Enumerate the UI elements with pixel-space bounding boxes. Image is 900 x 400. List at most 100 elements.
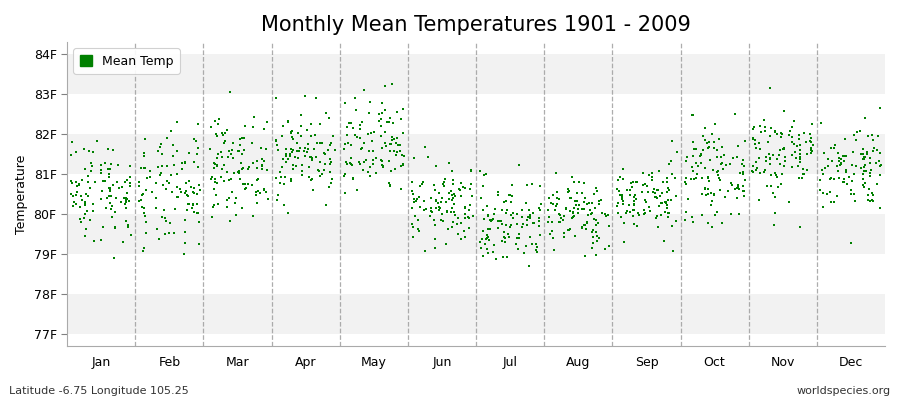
Point	[601, 222, 616, 229]
Point	[857, 168, 871, 174]
Point	[473, 168, 488, 174]
Point	[283, 153, 297, 159]
Point	[224, 151, 238, 157]
Point	[340, 132, 355, 138]
Point	[464, 192, 479, 199]
Point	[160, 135, 175, 141]
Point	[518, 250, 532, 256]
Point	[703, 157, 717, 163]
Point	[140, 174, 155, 181]
Point	[363, 164, 377, 170]
Point	[730, 154, 744, 160]
Point	[78, 202, 93, 208]
Point	[639, 199, 653, 206]
Point	[437, 176, 452, 182]
Point	[636, 170, 651, 177]
Point	[664, 158, 679, 164]
Point	[804, 150, 818, 156]
Point	[561, 189, 575, 195]
Point	[139, 230, 153, 236]
Point	[103, 185, 117, 192]
Point	[304, 154, 319, 160]
Point	[727, 111, 742, 117]
Point	[856, 146, 870, 152]
Point	[523, 213, 537, 219]
Point	[713, 177, 727, 183]
Point	[240, 181, 255, 187]
Point	[476, 227, 491, 234]
Point	[225, 189, 239, 195]
Point	[139, 187, 153, 194]
Point	[859, 167, 873, 174]
Point	[69, 148, 84, 155]
Point	[561, 189, 575, 196]
Point	[647, 186, 662, 192]
Point	[627, 192, 642, 198]
Point	[718, 193, 733, 200]
Point	[753, 122, 768, 129]
Point	[424, 208, 438, 215]
Point	[700, 186, 715, 193]
Point	[491, 225, 505, 232]
Point	[533, 232, 547, 238]
Point	[730, 185, 744, 192]
Point	[844, 178, 859, 185]
Point	[409, 198, 423, 205]
Point	[700, 190, 715, 197]
Point	[256, 166, 270, 172]
Point	[857, 164, 871, 170]
Point	[716, 220, 730, 226]
Point	[662, 210, 676, 216]
Point	[770, 184, 785, 190]
Point	[758, 128, 772, 134]
Point	[145, 189, 159, 196]
Point	[686, 168, 700, 174]
Point	[212, 121, 226, 127]
Point	[764, 125, 778, 132]
Point	[594, 196, 608, 203]
Point	[104, 185, 118, 191]
Point	[481, 212, 495, 218]
Point	[488, 206, 502, 212]
Point	[566, 209, 580, 216]
Point	[124, 232, 139, 238]
Point	[102, 193, 116, 199]
Point	[293, 133, 308, 140]
Point	[190, 210, 204, 216]
Point	[446, 197, 460, 203]
Point	[191, 120, 205, 127]
Point	[191, 145, 205, 151]
Point	[108, 209, 122, 215]
Point	[100, 194, 114, 201]
Point	[379, 143, 393, 149]
Point	[862, 186, 877, 192]
Point	[693, 151, 707, 157]
Point	[193, 219, 207, 225]
Point	[276, 123, 291, 130]
Point	[392, 147, 407, 154]
Point	[583, 207, 598, 213]
Point	[82, 147, 96, 154]
Point	[770, 174, 785, 180]
Point	[599, 212, 614, 219]
Point	[495, 207, 509, 214]
Point	[215, 166, 230, 172]
Point	[69, 189, 84, 195]
Point	[221, 148, 236, 155]
Point	[420, 154, 435, 160]
Point	[374, 144, 389, 151]
Point	[533, 207, 547, 213]
Point	[503, 222, 517, 229]
Point	[186, 189, 201, 196]
Point	[389, 152, 403, 158]
Point	[158, 218, 173, 224]
Point	[78, 200, 93, 206]
Point	[218, 130, 232, 136]
Point	[97, 178, 112, 184]
Point	[428, 196, 443, 203]
Point	[138, 136, 152, 142]
Point	[76, 197, 90, 204]
Point	[167, 206, 182, 212]
Point	[378, 129, 392, 136]
Point	[866, 147, 880, 154]
